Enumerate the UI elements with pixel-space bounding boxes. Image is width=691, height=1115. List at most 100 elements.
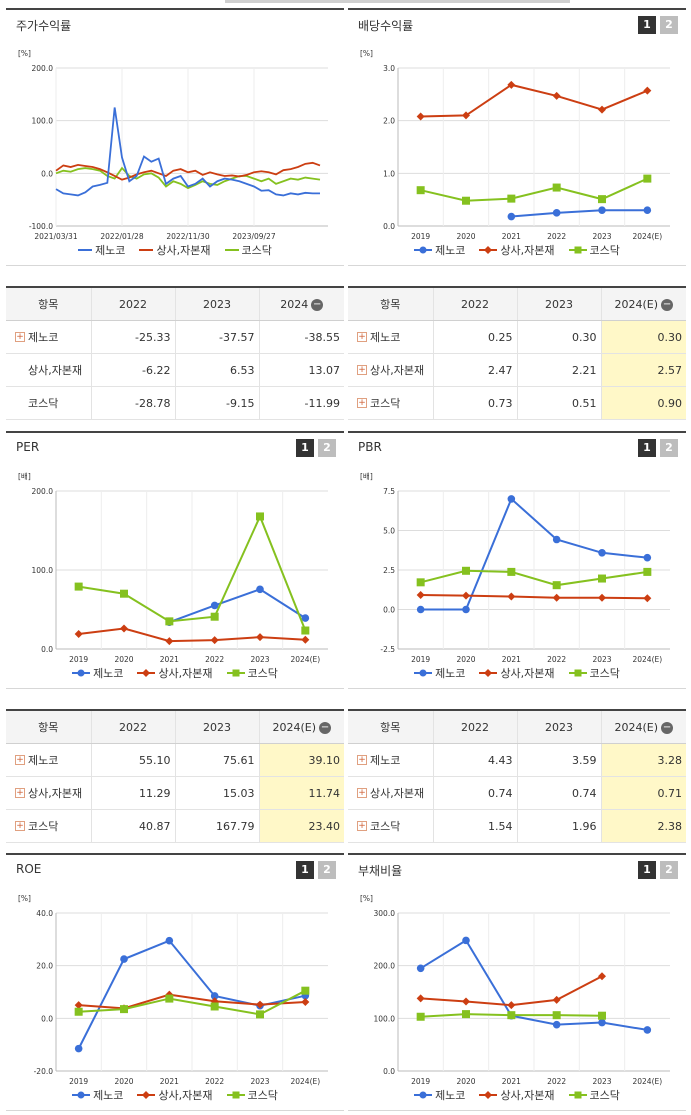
value-cell: 0.25: [432, 320, 517, 354]
legend-item-s3[interactable]: 코스닥: [568, 1087, 620, 1103]
data-point-marker: [256, 512, 264, 521]
legend-item-s1[interactable]: 제노코: [414, 242, 465, 258]
legend-item-s1[interactable]: 제노코: [72, 665, 123, 681]
legend-item-s2[interactable]: 상사,자본재: [479, 665, 555, 681]
col-header: 항목: [6, 286, 91, 321]
view-button-1[interactable]: 1: [638, 439, 656, 457]
value-cell: 11.29: [90, 776, 175, 810]
row-name: 코스닥: [28, 397, 59, 410]
legend-item-s3[interactable]: 코스닥: [224, 242, 272, 258]
legend-item-s2[interactable]: 상사,자본재: [137, 1087, 213, 1103]
legend-label: 제노코: [93, 667, 124, 680]
dividend-chart-panel: 배당수익률 1 2 [%] 0.0 1.0 2.0 3.0 2019 2020 2021 202…: [348, 8, 686, 266]
row-name-cell: + 상사,자본재: [348, 776, 433, 810]
value-cell: 40.87: [90, 809, 175, 843]
expand-icon[interactable]: +: [357, 365, 367, 375]
data-point-marker: [74, 1007, 83, 1016]
view-button-1[interactable]: 1: [296, 439, 314, 457]
row-name: 제노코: [370, 754, 401, 767]
row-name-cell: + 상사,자본재: [6, 776, 91, 810]
series-line: [78, 513, 307, 631]
view-button-2[interactable]: 2: [318, 439, 336, 457]
data-point-marker: [301, 998, 310, 1007]
collapse-icon[interactable]: −: [311, 298, 324, 311]
table-row: + 코스닥 0.73 0.51 0.90: [348, 386, 686, 420]
collapse-icon[interactable]: −: [661, 298, 674, 311]
row-name-cell: + 제노코: [6, 320, 91, 354]
data-point-marker: [552, 1020, 561, 1029]
unit-label: [%]: [18, 49, 31, 58]
expand-icon[interactable]: +: [357, 755, 367, 765]
value-cell: 3.28: [600, 743, 686, 777]
legend-item-s2[interactable]: 상사,자본재: [479, 1087, 555, 1103]
legend-item-s1[interactable]: 제노코: [414, 665, 465, 681]
x-tick-label: 2022: [205, 655, 224, 664]
expand-icon[interactable]: +: [357, 398, 367, 408]
legend-item-s3[interactable]: 코스닥: [568, 242, 620, 258]
x-tick-label: 2022: [547, 655, 566, 664]
data-point-marker: [552, 183, 561, 192]
data-point-marker: [74, 582, 83, 591]
col-header-2024: 2024(E) −: [600, 709, 686, 744]
view-button-1[interactable]: 1: [296, 861, 314, 879]
data-point-marker: [210, 1002, 219, 1011]
legend-item-s1[interactable]: 제노코: [414, 1087, 465, 1103]
value-cell: 3.59: [516, 743, 601, 777]
view-button-2[interactable]: 2: [318, 861, 336, 879]
legend-item-s2[interactable]: 상사,자본재: [139, 242, 211, 258]
legend-label: 제노코: [435, 1089, 466, 1102]
y-tick-label: 100.0: [32, 117, 54, 126]
data-point-marker: [210, 997, 219, 1006]
expand-icon[interactable]: +: [357, 332, 367, 342]
collapse-icon[interactable]: −: [319, 721, 332, 734]
legend-item-s2[interactable]: 상사,자본재: [137, 665, 213, 681]
value-cell: 0.90: [600, 386, 686, 420]
panel-title: PER: [16, 440, 40, 454]
expand-icon[interactable]: +: [15, 788, 25, 798]
legend-item-s2[interactable]: 상사,자본재: [479, 242, 555, 258]
view-button-1[interactable]: 1: [638, 861, 656, 879]
roe-chart-panel: ROE 1 2 [%] -20.0 0.0 20.0 40.0 2019 2020 2021 2…: [6, 853, 344, 1111]
expand-icon[interactable]: +: [15, 332, 25, 342]
y-tick-label: 0.0: [383, 606, 395, 615]
data-point-marker: [210, 992, 219, 1000]
expand-icon[interactable]: +: [357, 821, 367, 831]
expand-icon[interactable]: +: [15, 821, 25, 831]
x-tick-label: 2019: [411, 655, 430, 664]
y-tick-label: 40.0: [36, 909, 53, 918]
legend-label: 상사,자본재: [500, 667, 555, 680]
value-cell: 11.74: [258, 776, 344, 810]
legend-label: 제노코: [93, 1089, 124, 1102]
data-point-marker: [462, 566, 470, 575]
col-header-label: 2024(E): [272, 720, 317, 734]
collapse-icon[interactable]: −: [661, 721, 674, 734]
data-point-marker: [416, 994, 425, 1003]
data-point-marker: [301, 635, 310, 644]
per-table: 항목 2022 2023 2024(E) − + 제노코 55.10 75.61 3…: [6, 709, 344, 843]
legend-item-s3[interactable]: 코스닥: [568, 665, 620, 681]
value-cell: 2.57: [600, 353, 686, 387]
col-header-2024: 2024(E) −: [258, 709, 344, 744]
view-button-2[interactable]: 2: [660, 861, 678, 879]
legend-item-s3[interactable]: 코스닥: [226, 1087, 278, 1103]
view-button-2[interactable]: 2: [660, 16, 678, 34]
legend-item-s3[interactable]: 코스닥: [226, 665, 278, 681]
data-point-marker: [598, 206, 606, 214]
view-button-1[interactable]: 1: [638, 16, 656, 34]
legend-item-s1[interactable]: 제노코: [78, 242, 125, 258]
value-cell: 0.73: [432, 386, 517, 420]
value-cell: 6.53: [174, 353, 259, 387]
legend-item-s1[interactable]: 제노코: [72, 1087, 123, 1103]
debt-ratio-chart-panel: 부채비율 1 2 [%] 0.0 100.0 200.0 300.0 2019 2020 20…: [348, 853, 686, 1111]
row-name: 상사,자본재: [28, 364, 83, 377]
data-point-marker: [507, 212, 516, 221]
expand-icon[interactable]: +: [357, 788, 367, 798]
unit-label: [%]: [360, 49, 373, 58]
series-line: [78, 989, 306, 1016]
y-tick-label: 300.0: [374, 909, 396, 918]
view-button-2[interactable]: 2: [660, 439, 678, 457]
expand-icon[interactable]: +: [15, 755, 25, 765]
x-tick-label: 2023: [592, 655, 611, 664]
col-header: 2023: [516, 286, 601, 321]
table-row: + 상사,자본재 0.74 0.74 0.71: [348, 776, 686, 810]
